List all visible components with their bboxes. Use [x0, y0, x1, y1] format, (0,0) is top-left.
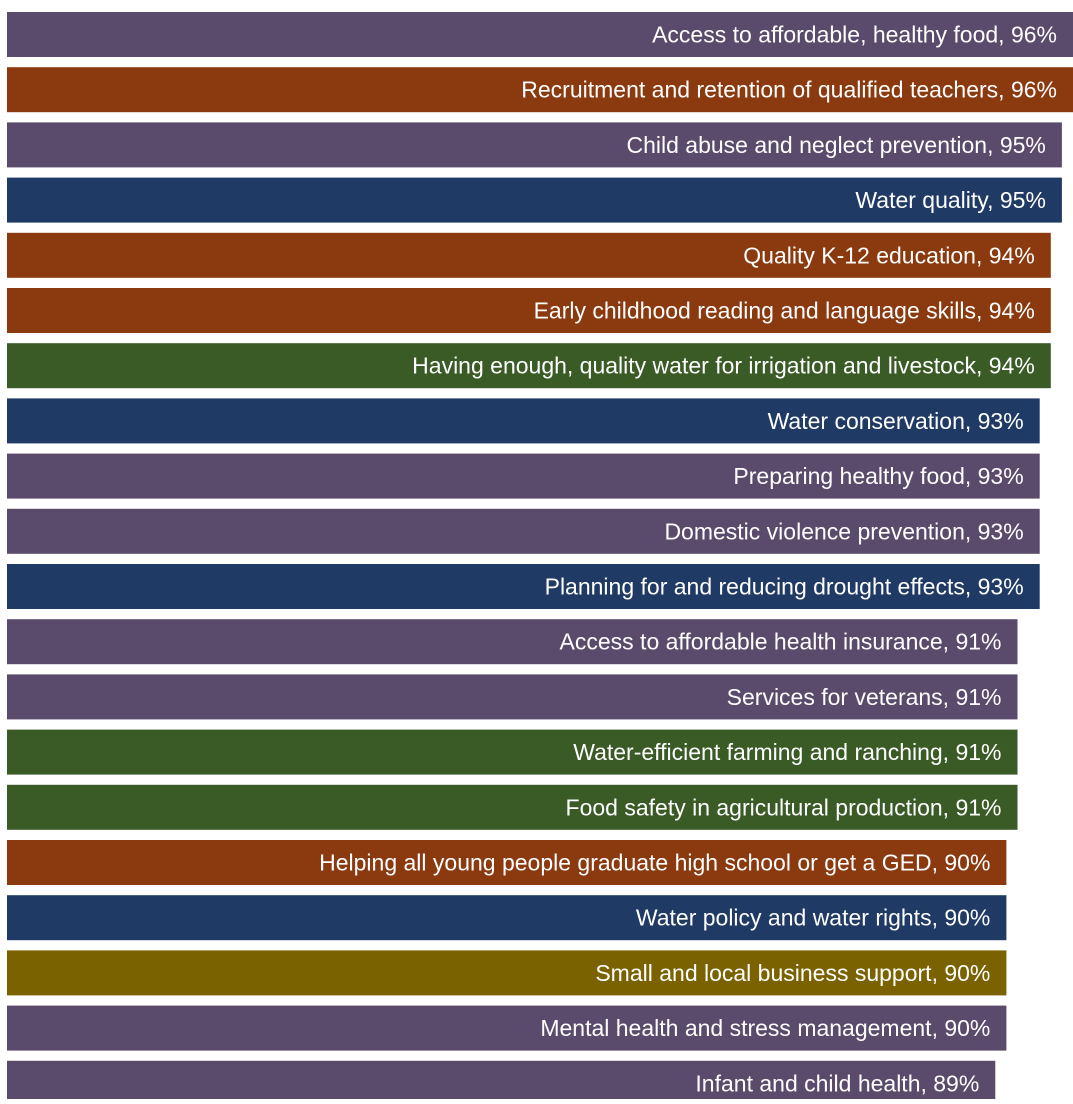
bar-data-label: Access to affordable health insurance, 9…: [560, 629, 1002, 655]
bar: [7, 453, 1040, 499]
bar-group: Water quality, 95%: [7, 177, 1062, 223]
bar: [7, 177, 1062, 223]
bar: [7, 1005, 1007, 1051]
bar-data-label: Water policy and water rights, 90%: [636, 905, 991, 931]
bar-group: Food safety in agricultural production, …: [7, 784, 1018, 830]
bar: [7, 343, 1051, 389]
bar-group: Water policy and water rights, 90%: [7, 895, 1007, 941]
bar-data-label: Planning for and reducing drought effect…: [545, 574, 1024, 600]
bar-data-label: Helping all young people graduate high s…: [319, 850, 990, 876]
bar-data-label: Recruitment and retention of qualified t…: [521, 77, 1057, 103]
bar-group: Preparing healthy food, 93%: [7, 453, 1040, 499]
bar-data-label: Food safety in agricultural production, …: [566, 794, 1002, 820]
bar: [7, 950, 1007, 996]
bar-data-label: Water-efficient farming and ranching, 91…: [573, 739, 1001, 765]
bar-data-label: Having enough, quality water for irrigat…: [412, 353, 1035, 379]
bar-data-label: Preparing healthy food, 93%: [733, 463, 1023, 489]
bar-data-label: Infant and child health, 89%: [695, 1070, 979, 1096]
bar-data-label: Water conservation, 93%: [768, 408, 1024, 434]
bar-data-label: Access to affordable, healthy food, 96%: [652, 22, 1057, 48]
bar-data-label: Domestic violence prevention, 93%: [664, 518, 1023, 544]
bar-group: Helping all young people graduate high s…: [7, 840, 1007, 885]
bar: [7, 122, 1062, 168]
bar: [7, 12, 1073, 57]
bar: [7, 508, 1040, 554]
bar-data-label: Water quality, 95%: [855, 187, 1045, 213]
bar: [7, 840, 1007, 885]
bar: [7, 729, 1018, 775]
bar: [7, 895, 1007, 941]
bar-group: Having enough, quality water for irrigat…: [7, 343, 1051, 389]
bar: [7, 619, 1018, 665]
bar: [7, 67, 1073, 113]
bar-group: Early childhood reading and language ski…: [7, 288, 1051, 333]
bar-group: Quality K-12 education, 94%: [7, 232, 1051, 278]
bar: [7, 288, 1051, 333]
bar-data-label: Services for veterans, 91%: [727, 684, 1002, 710]
bar: [7, 674, 1018, 720]
bar-group: Infant and child health, 89%: [7, 1060, 996, 1104]
bar: [7, 232, 1051, 278]
bar-data-label: Small and local business support, 90%: [595, 960, 990, 986]
bar-group: Recruitment and retention of qualified t…: [7, 67, 1073, 113]
bar-group: Domestic violence prevention, 93%: [7, 508, 1040, 554]
bar-group: Small and local business support, 90%: [7, 950, 1007, 996]
bar-group: Mental health and stress management, 90%: [7, 1005, 1007, 1051]
bar-group: Access to affordable health insurance, 9…: [7, 619, 1018, 665]
bar-group: Services for veterans, 91%: [7, 674, 1018, 720]
bar-data-label: Mental health and stress management, 90%: [540, 1015, 990, 1041]
bar-data-label: Early childhood reading and language ski…: [534, 298, 1035, 324]
bar-group: Child abuse and neglect prevention, 95%: [7, 122, 1062, 168]
bar: [7, 1060, 996, 1104]
bar-group: Planning for and reducing drought effect…: [7, 564, 1040, 609]
bar-group: Water conservation, 93%: [7, 398, 1040, 444]
bar: [7, 564, 1040, 609]
bar-group: Water-efficient farming and ranching, 91…: [7, 729, 1018, 775]
bar: [7, 784, 1018, 830]
bar-group: Access to affordable, healthy food, 96%: [7, 12, 1073, 57]
bar-data-label: Child abuse and neglect prevention, 95%: [626, 132, 1045, 158]
bar: [7, 398, 1040, 444]
bar-data-label: Quality K-12 education, 94%: [743, 242, 1035, 268]
